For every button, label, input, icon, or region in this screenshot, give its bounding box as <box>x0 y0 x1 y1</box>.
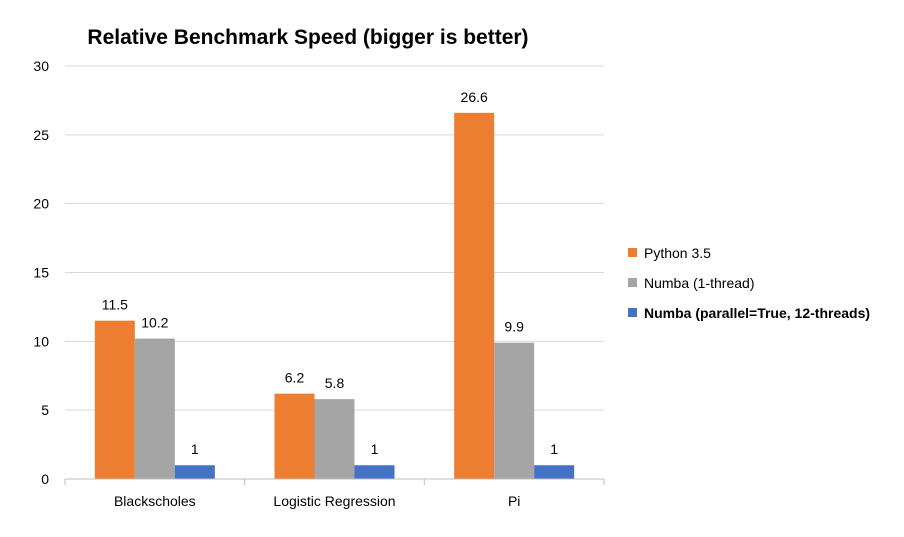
bar <box>274 393 315 479</box>
data-label: 1 <box>550 441 558 457</box>
legend-swatch <box>628 278 637 287</box>
legend-label: Numba (1-thread) <box>644 275 755 291</box>
bar <box>134 338 175 479</box>
bar <box>354 465 395 479</box>
bar <box>494 342 535 479</box>
bar <box>94 320 135 479</box>
y-tick-label: 0 <box>41 471 49 487</box>
data-label: 1 <box>371 441 379 457</box>
x-category-label: Pi <box>508 493 520 509</box>
x-axis-category-labels: Blackscholes Logistic Regression Pi <box>114 493 520 509</box>
bar <box>174 465 215 479</box>
data-label: 26.6 <box>461 89 488 105</box>
legend: Python 3.5 Numba (1-thread) Numba (paralle… <box>628 245 870 321</box>
y-tick-label: 20 <box>33 196 49 212</box>
legend-label: Python 3.5 <box>644 245 711 261</box>
data-label: 5.8 <box>325 375 345 391</box>
y-tick-label: 30 <box>33 58 49 74</box>
legend-label: Numba (parallel=True, 12-threads) <box>644 305 870 321</box>
data-label: 1 <box>191 441 199 457</box>
data-labels: 11.5 6.2 26.6 10.2 5.8 9.9 1 1 1 <box>102 89 559 457</box>
y-tick-label: 25 <box>33 127 49 143</box>
y-axis-tick-labels: 0 5 10 15 20 25 30 <box>33 58 49 487</box>
data-label: 9.9 <box>504 319 524 335</box>
x-category-label: Blackscholes <box>114 493 196 509</box>
data-label: 11.5 <box>102 297 128 313</box>
bar <box>314 399 355 479</box>
bars <box>94 112 575 479</box>
bar <box>454 112 495 479</box>
x-axis <box>64 478 605 485</box>
y-tick-label: 15 <box>33 265 49 281</box>
y-tick-label: 5 <box>41 402 49 418</box>
x-category-label: Logistic Regression <box>273 493 395 509</box>
bar <box>534 465 575 479</box>
y-tick-label: 10 <box>33 333 49 349</box>
chart-title: Relative Benchmark Speed (bigger is bett… <box>87 26 528 49</box>
data-label: 6.2 <box>285 370 305 386</box>
legend-swatch <box>628 308 637 317</box>
data-label: 10.2 <box>141 315 168 331</box>
legend-swatch <box>628 248 637 257</box>
